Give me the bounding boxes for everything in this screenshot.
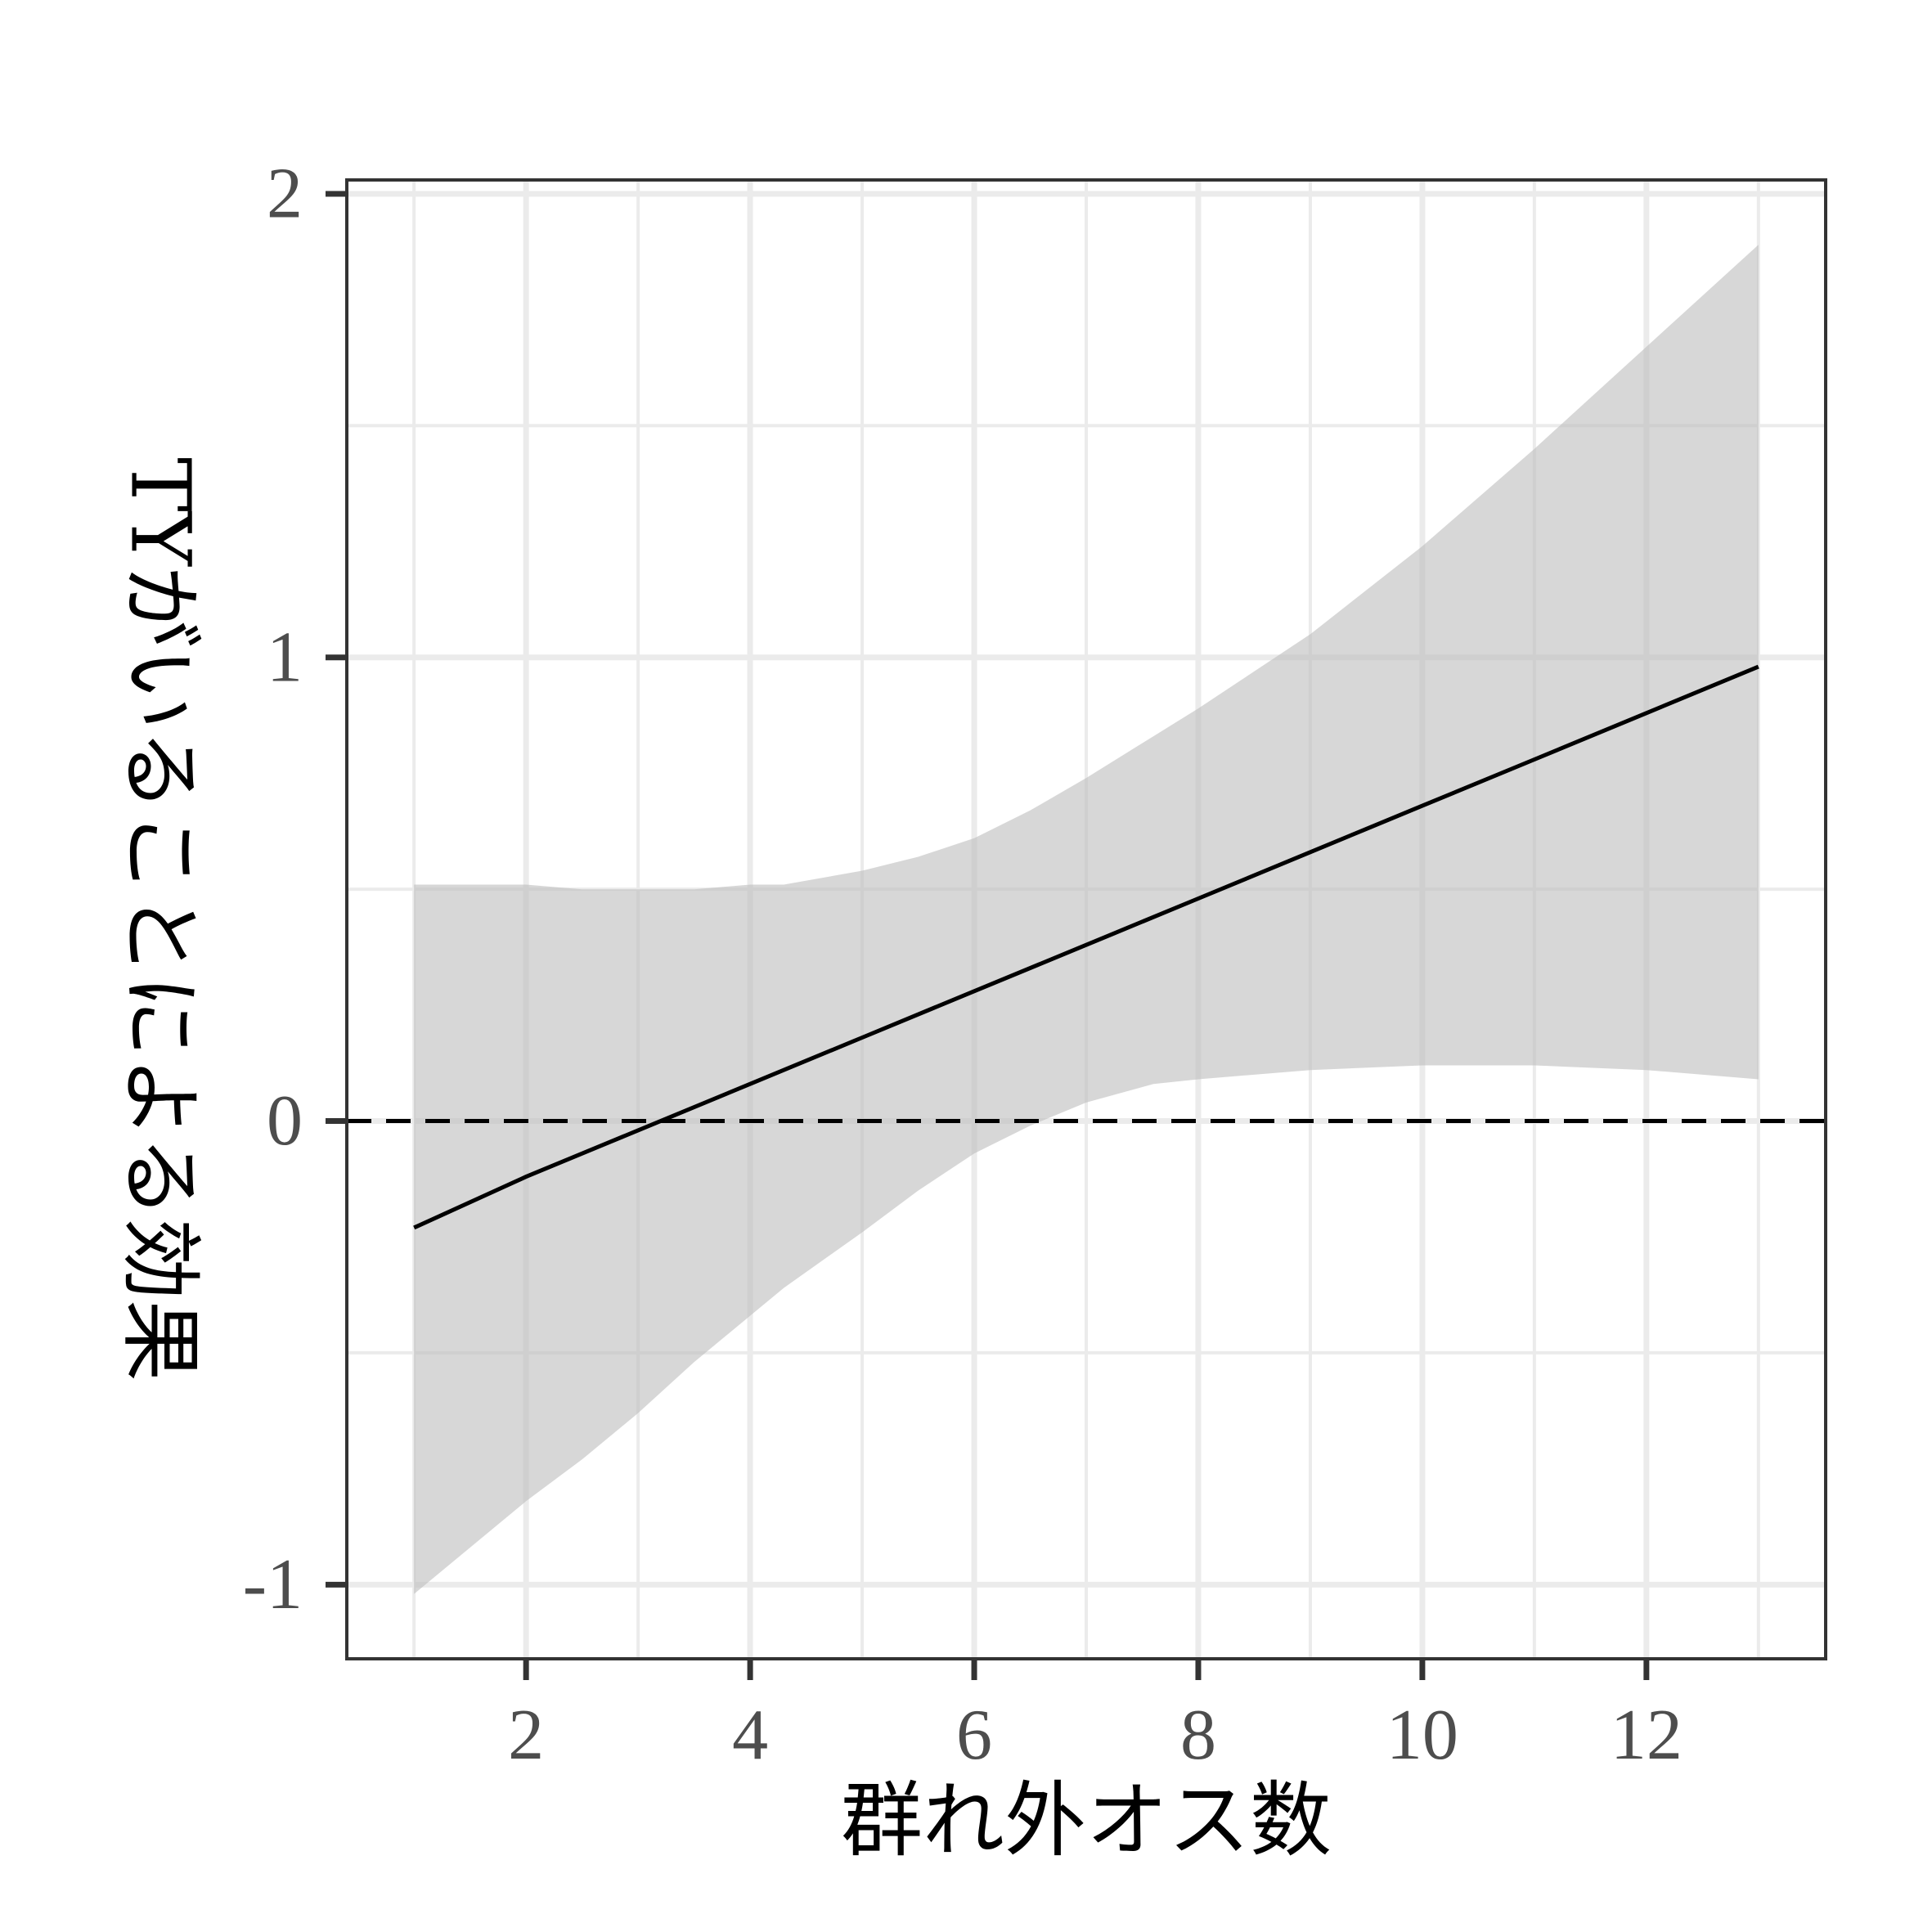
x-tick-label: 12: [1611, 1696, 1683, 1775]
y-axis-title: TYがいることによる効果: [113, 457, 209, 1382]
y-tick-labels: -1 0 1 2: [243, 155, 303, 1624]
y-tick-label: 2: [267, 155, 303, 234]
y-tick-label: -1: [243, 1545, 303, 1624]
series-line: [413, 664, 1759, 1230]
series-layer: [413, 664, 1759, 1230]
x-tick-label: 6: [956, 1696, 992, 1775]
x-tick-label: 10: [1386, 1696, 1458, 1775]
y-tick-label: 1: [267, 618, 303, 697]
x-tick-label: 2: [508, 1696, 544, 1775]
x-axis-title: 群れ外オス数: [841, 1772, 1332, 1868]
y-tick-label: 0: [267, 1081, 303, 1161]
x-tick-label: 8: [1180, 1696, 1216, 1775]
confidence-ribbon: [414, 245, 1759, 1594]
x-tick-label: 4: [732, 1696, 768, 1775]
x-tick-labels: 2 4 6 8 10 12: [508, 1696, 1683, 1775]
axis-ticks: [326, 191, 1650, 1680]
confidence-ribbon-layer: [414, 245, 1759, 1594]
plot-panel-border: [345, 178, 1827, 1660]
